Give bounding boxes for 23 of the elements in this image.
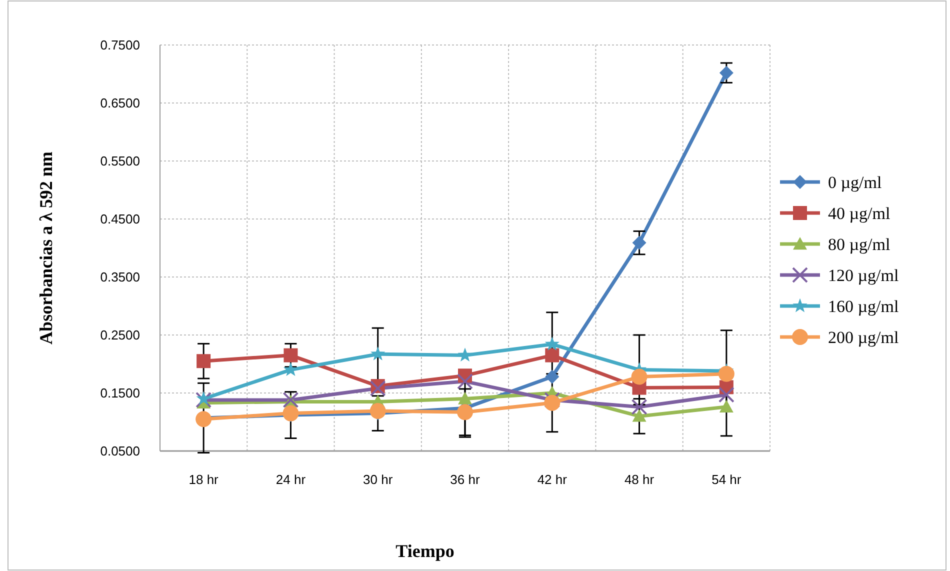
legend-label: 40 µg/ml bbox=[828, 204, 890, 223]
y-tick-label: 0.0500 bbox=[100, 444, 140, 459]
y-tick-label: 0.4500 bbox=[100, 212, 140, 227]
legend-label: 120 µg/ml bbox=[828, 266, 899, 285]
legend-label: 160 µg/ml bbox=[828, 296, 899, 316]
legend-label: 0 µg/ml bbox=[828, 172, 882, 192]
y-tick-label: 0.3500 bbox=[100, 270, 140, 285]
x-tick-label: 36 hr bbox=[450, 472, 480, 487]
legend-label: 80 µg/ml bbox=[828, 234, 890, 254]
y-tick-label: 0.5500 bbox=[100, 154, 140, 169]
x-tick-label: 18 hr bbox=[188, 472, 220, 487]
y-axis-title: Absorbancias a λ 592 nm bbox=[36, 152, 56, 344]
y-tick-label: 0.1500 bbox=[100, 386, 140, 401]
y-tick-label: 0.6500 bbox=[100, 96, 140, 111]
y-tick-label: 0.2500 bbox=[100, 328, 140, 343]
x-tick-label: 30 hr bbox=[363, 472, 394, 487]
x-tick-label: 24 hr bbox=[276, 472, 306, 487]
y-tick-label: 0.7500 bbox=[100, 38, 140, 53]
x-tick-label: 54 hr bbox=[712, 472, 742, 487]
x-tick-label: 48 hr bbox=[624, 472, 655, 487]
x-tick-label: 42 hr bbox=[537, 472, 568, 487]
x-axis-title: Tiempo bbox=[396, 541, 454, 561]
legend-label: 200 µg/ml bbox=[828, 328, 899, 347]
